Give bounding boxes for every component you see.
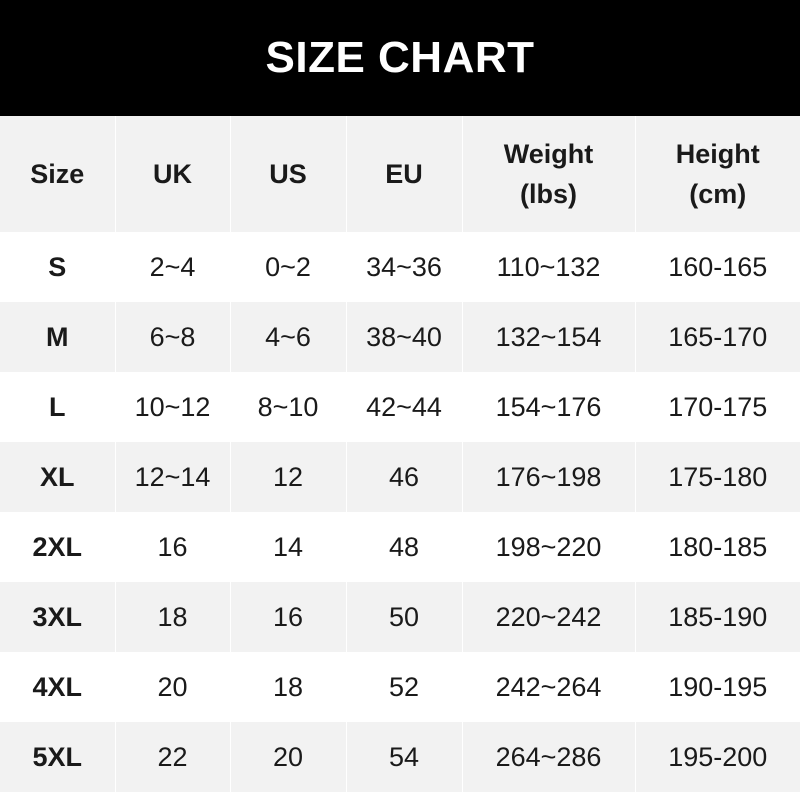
size-label: 3XL [0,582,115,652]
table-cell: 18 [229,652,346,722]
table-cell: 20 [229,722,346,792]
table-cell: 42~44 [345,372,462,442]
column-header-line: Height [675,139,760,169]
table-cell: 50 [345,582,462,652]
table-cell: 54 [345,722,462,792]
table-cell: 48 [345,512,462,582]
size-label: S [48,251,67,282]
size-label: 5XL [0,722,115,792]
column-header: Size [0,116,115,232]
size-label: M [0,302,115,372]
column-header: Height (cm) [634,116,800,232]
table-cell: 180-185 [634,512,800,582]
table-cell: 220~242 [461,582,635,652]
table-row: 2XL 16 14 48 198~220 180-185 [0,512,800,582]
table-cell: 160-165 [634,232,800,302]
table-cell: 8~10 [229,372,346,442]
table-cell: 4~6 [229,302,346,372]
column-header-line: US [269,159,307,189]
table-cell: 10~12 [114,372,230,442]
column-header-line: EU [385,159,423,189]
table-row: 5XL 22 20 54 264~286 195-200 [0,722,800,792]
table-cell: 20 [114,652,230,722]
table-cell: 190-195 [634,652,800,722]
table-cell: 38~40 [345,302,462,372]
column-header-line: Size [30,159,85,189]
table-row: S 2~4 0~2 34~36 110~132 160-165 [0,232,800,302]
table-cell: 16 [114,512,230,582]
table-cell: 2~4 [114,232,230,302]
size-chart-title: SIZE CHART [0,0,800,116]
table-cell: 170-175 [634,372,800,442]
table-cell: 0~2 [229,232,346,302]
table-cell: 14 [229,512,346,582]
size-label: 4XL [32,671,83,702]
table-row: L 10~12 8~10 42~44 154~176 170-175 [0,372,800,442]
size-table: Size UK US EU Weight (lbs) Height (cm) S 2~4 0~2 3… [0,116,800,792]
size-label: XL [0,442,115,512]
table-cell: 176~198 [461,442,635,512]
column-header: Weight (lbs) [461,116,635,232]
column-header: US [229,116,346,232]
table-cell: 22 [114,722,230,792]
table-cell: 165-170 [634,302,800,372]
column-header-line: Weight [503,139,594,169]
table-cell: 242~264 [461,652,635,722]
column-header-line: (lbs) [520,179,577,209]
table-cell: 12~14 [114,442,230,512]
table-cell: 110~132 [461,232,635,302]
column-header: UK [114,116,230,232]
column-header-line: UK [153,159,192,189]
table-cell: 132~154 [461,302,635,372]
table-cell: 185-190 [634,582,800,652]
table-cell: 12 [229,442,346,512]
table-row: XL 12~14 12 46 176~198 175-180 [0,442,800,512]
table-cell: 175-180 [634,442,800,512]
table-cell: 154~176 [461,372,635,442]
table-cell: 52 [345,652,462,722]
column-header-line: (cm) [689,179,747,209]
table-cell: 34~36 [345,232,462,302]
size-label: 2XL [32,531,83,562]
table-row: 3XL 18 16 50 220~242 185-190 [0,582,800,652]
table-cell: 6~8 [114,302,230,372]
table-row: 4XL 20 18 52 242~264 190-195 [0,652,800,722]
table-cell: 18 [114,582,230,652]
size-label: L [49,391,66,422]
table-row: M 6~8 4~6 38~40 132~154 165-170 [0,302,800,372]
table-cell: 195-200 [634,722,800,792]
header-row: Size UK US EU Weight (lbs) Height (cm) [0,116,800,232]
table-cell: 198~220 [461,512,635,582]
column-header: EU [345,116,462,232]
table-cell: 46 [345,442,462,512]
table-cell: 264~286 [461,722,635,792]
table-cell: 16 [229,582,346,652]
